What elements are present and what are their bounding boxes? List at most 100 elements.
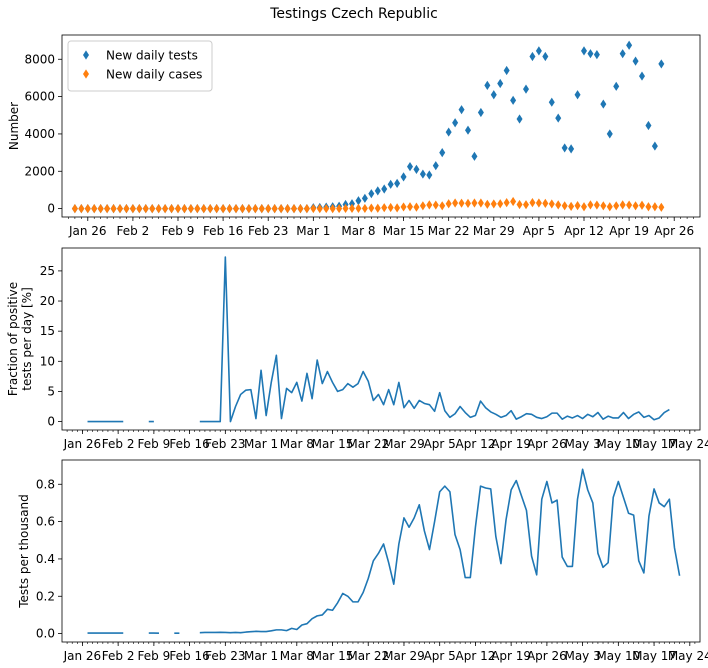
xtick-label: Feb 16 xyxy=(169,649,209,663)
xtick-label: Apr 5 xyxy=(424,649,456,663)
xtick-label: May 3 xyxy=(564,437,600,451)
data-point xyxy=(387,179,394,189)
xtick-label: Apr 26 xyxy=(527,649,567,663)
data-point xyxy=(587,200,594,210)
data-point xyxy=(97,204,104,214)
xtick-label: Mar 29 xyxy=(473,224,515,238)
xtick-label: Feb 9 xyxy=(138,437,171,451)
xtick-label: Apr 19 xyxy=(491,649,531,663)
ytick-label: 8000 xyxy=(24,52,55,66)
data-point xyxy=(658,59,665,69)
data-point xyxy=(207,204,214,214)
xtick-label: Mar 1 xyxy=(296,224,330,238)
data-point xyxy=(651,202,658,212)
xtick-label: Mar 8 xyxy=(341,224,375,238)
data-point xyxy=(187,204,194,214)
xtick-label: Jan 26 xyxy=(63,437,102,451)
data-point xyxy=(529,198,536,208)
series-line xyxy=(87,256,670,423)
data-point xyxy=(407,202,413,212)
data-point xyxy=(407,162,413,172)
ytick-label: 0.4 xyxy=(36,552,55,566)
data-point xyxy=(568,144,575,154)
data-point xyxy=(503,198,510,208)
data-point xyxy=(497,199,504,209)
data-point xyxy=(593,200,600,210)
legend: New daily tests New daily cases xyxy=(67,40,213,92)
xtick-label: Mar 1 xyxy=(244,437,278,451)
data-point xyxy=(445,199,452,209)
data-point xyxy=(555,113,562,123)
data-point xyxy=(233,204,239,214)
data-point xyxy=(226,204,233,214)
y-axis-label: Fraction of positivetests per day [%] xyxy=(6,282,34,396)
data-point xyxy=(587,49,594,59)
y-axis-label-line: Fraction of positive xyxy=(6,282,20,396)
xtick-label: Mar 15 xyxy=(383,224,425,238)
data-point xyxy=(239,204,246,214)
xtick-label: May 10 xyxy=(596,649,640,663)
xtick-label: Apr 26 xyxy=(527,437,567,451)
xtick-label: Mar 1 xyxy=(244,649,278,663)
data-point xyxy=(458,198,465,208)
data-point xyxy=(110,204,117,214)
xtick-label: Apr 12 xyxy=(456,437,496,451)
data-point xyxy=(529,51,536,62)
data-point xyxy=(374,186,381,196)
data-point xyxy=(593,50,600,60)
data-point xyxy=(639,71,645,81)
ytick-label: 2000 xyxy=(24,164,55,178)
data-point xyxy=(149,204,156,214)
plot-frame xyxy=(61,459,701,643)
ytick-label: 0.2 xyxy=(36,589,55,603)
xtick-label: Apr 19 xyxy=(491,437,531,451)
xtick-label: Feb 16 xyxy=(169,437,209,451)
data-point xyxy=(78,204,85,214)
data-point xyxy=(355,196,362,206)
data-point xyxy=(484,199,491,209)
data-point xyxy=(303,204,310,214)
data-point xyxy=(175,204,181,214)
xtick-label: Mar 8 xyxy=(280,437,314,451)
xtick-label: Feb 9 xyxy=(162,224,195,238)
xtick-label: Mar 15 xyxy=(312,649,354,663)
data-point xyxy=(368,203,375,213)
data-point xyxy=(497,78,504,89)
data-point xyxy=(619,49,626,59)
data-point xyxy=(452,118,459,128)
data-point xyxy=(503,65,510,76)
data-point xyxy=(316,204,323,214)
data-point xyxy=(284,204,291,214)
data-point xyxy=(394,178,401,188)
ytick-label: 0 xyxy=(47,202,55,216)
data-point xyxy=(651,141,658,151)
xtick-label: Mar 22 xyxy=(428,224,470,238)
xtick-label: Feb 2 xyxy=(102,437,135,451)
data-point xyxy=(477,198,484,208)
data-point xyxy=(477,107,484,118)
plot-frame xyxy=(61,34,701,218)
data-point xyxy=(349,203,355,213)
data-point xyxy=(516,114,523,124)
data-point xyxy=(432,200,439,210)
data-point xyxy=(291,204,297,214)
ytick-label: 0.0 xyxy=(36,627,55,641)
data-point xyxy=(535,46,542,56)
xtick-label: Mar 22 xyxy=(347,649,389,663)
xtick-label: May 3 xyxy=(564,649,600,663)
data-point xyxy=(84,204,91,214)
data-point xyxy=(323,203,330,214)
y-axis-label-line: Tests per thousand xyxy=(17,494,31,609)
data-point xyxy=(310,203,317,214)
data-point xyxy=(329,204,336,214)
data-point xyxy=(535,198,542,208)
data-point xyxy=(104,204,111,214)
data-point xyxy=(606,129,613,139)
legend-label: New daily tests xyxy=(106,49,198,63)
data-point xyxy=(561,143,568,153)
data-point xyxy=(445,127,452,137)
xtick-label: Mar 8 xyxy=(280,649,314,663)
data-point xyxy=(523,200,529,210)
data-point xyxy=(548,97,555,107)
y-axis-label: Tests per thousand xyxy=(17,494,31,609)
